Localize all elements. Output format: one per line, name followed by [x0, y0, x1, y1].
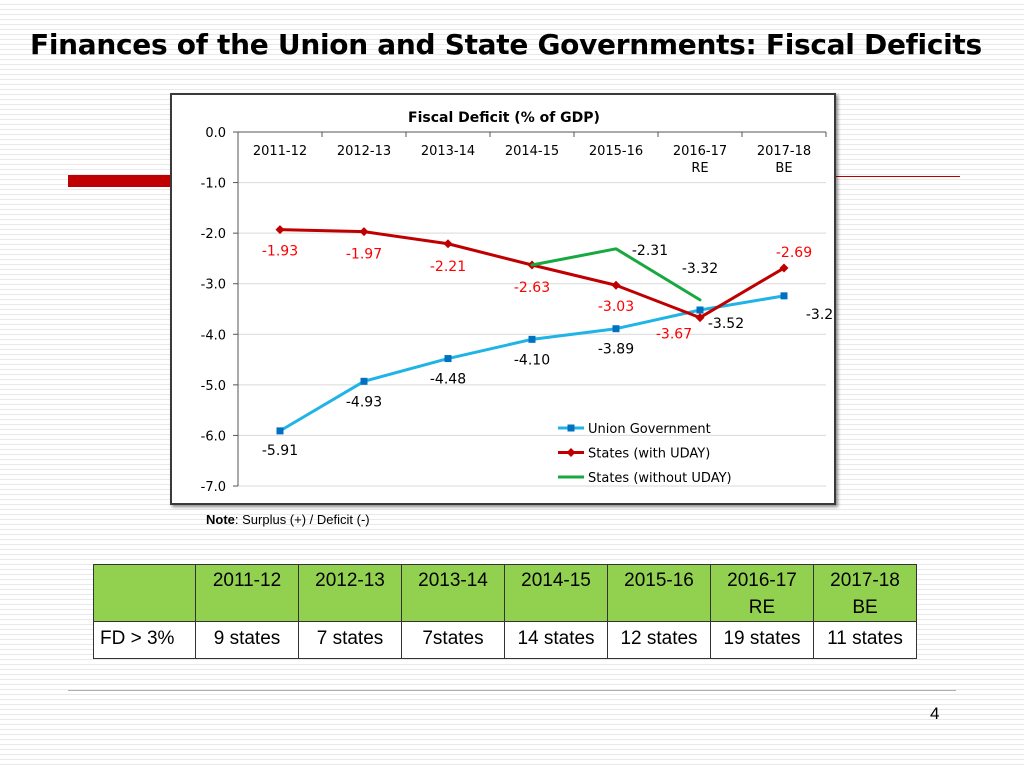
- data-label: -4.10: [514, 352, 550, 368]
- union-point: [360, 377, 368, 385]
- x-tick-label: 2012-13: [337, 144, 391, 159]
- table-header-year: 2015-16: [607, 564, 711, 622]
- x-tick-label: 2017-18: [757, 144, 811, 159]
- union-point: [612, 325, 620, 333]
- table-header-row: 2011-12 2012-13 2013-14 2014-15 2015-16 2016-…: [93, 564, 917, 622]
- union-point: [276, 427, 284, 435]
- x-tick-label: BE: [775, 161, 792, 176]
- x-tick-label: 2016-17: [673, 144, 727, 159]
- note-label: Note: [206, 512, 235, 527]
- data-label: -4.48: [430, 372, 466, 388]
- table-header-year: 2012-13: [298, 564, 402, 622]
- table-header-year: 2017-18 BE: [813, 564, 917, 622]
- y-tick-label: -5.0: [201, 379, 226, 394]
- data-label: -3.03: [598, 299, 634, 315]
- legend-label: States (without UDAY): [588, 471, 732, 486]
- legend-marker: [567, 424, 575, 432]
- y-tick-label: -1.0: [201, 177, 226, 192]
- data-label: -1.93: [262, 244, 298, 260]
- uday-point: [443, 239, 453, 249]
- chart-canvas: Fiscal Deficit (% of GDP) 0.0 -1.0 -2.0 -3.…: [201, 110, 834, 495]
- row-label: FD > 3%: [93, 621, 196, 659]
- x-tick-label: 2014-15: [505, 144, 559, 159]
- table-cell: 12 states: [607, 621, 711, 659]
- union-point: [780, 292, 788, 300]
- title-accent-line: [836, 176, 960, 177]
- table-cell: 7 states: [298, 621, 402, 659]
- data-labels: -5.91 -4.93 -4.48 -4.10 -3.89 -3.52 -3.24 -1.93…: [262, 243, 834, 459]
- table-header-blank: [93, 564, 196, 622]
- chart-axes: 0.0 -1.0 -2.0 -3.0 -4.0 -5.0 -6.0 -7.0 2011-12 20…: [201, 126, 827, 495]
- union-point: [696, 306, 704, 314]
- legend-label: Union Government: [588, 422, 711, 437]
- y-tick-label: -4.0: [201, 328, 226, 343]
- union-point: [528, 335, 536, 343]
- data-label: -3.67: [656, 327, 692, 343]
- table-header-year: 2011-12: [195, 564, 299, 622]
- table-header-year: 2016-17 RE: [710, 564, 814, 622]
- data-label: -3.89: [598, 342, 634, 358]
- table-cell: 14 states: [504, 621, 608, 659]
- slide-title: Finances of the Union and State Governme…: [30, 28, 982, 61]
- footer-divider: [68, 690, 956, 691]
- table-cell: 9 states: [195, 621, 299, 659]
- uday-point: [611, 280, 621, 290]
- table-header-year: 2013-14: [401, 564, 505, 622]
- series-line-3: [530, 247, 702, 302]
- chart-note: Note: Surplus (+) / Deficit (-): [206, 512, 370, 527]
- fiscal-deficit-chart: Fiscal Deficit (% of GDP) 0.0 -1.0 -2.0 -3.…: [170, 93, 836, 505]
- data-label: -2.21: [430, 259, 466, 275]
- table-cell: 7states: [401, 621, 505, 659]
- chart-legend: Union Government States (with UDAY) States…: [558, 422, 732, 486]
- table-cell: 11 states: [813, 621, 917, 659]
- x-tick-label: 2013-14: [421, 144, 475, 159]
- table-row: FD > 3% 9 states 7 states 7states 14 states 1…: [93, 621, 917, 659]
- title-accent-bar: [68, 175, 178, 187]
- y-tick-label: -2.0: [201, 227, 226, 242]
- series-lines: [275, 225, 789, 435]
- note-text: : Surplus (+) / Deficit (-): [234, 512, 370, 527]
- legend-marker: [566, 448, 576, 457]
- x-tick-label: RE: [691, 161, 708, 176]
- table-body: FD > 3% 9 states 7 states 7states 14 states 1…: [93, 621, 917, 659]
- data-label: -5.91: [262, 443, 298, 459]
- page-number: 4: [930, 704, 940, 723]
- grid-lines: [238, 182, 826, 487]
- data-label: -1.97: [346, 247, 382, 263]
- uday-point: [275, 225, 285, 235]
- table-header-year: 2014-15: [504, 564, 608, 622]
- y-tick-label: 0.0: [205, 126, 226, 141]
- uday-point: [359, 227, 369, 237]
- x-tick-label: 2015-16: [589, 144, 643, 159]
- uday-point: [695, 313, 705, 323]
- data-label: -4.93: [346, 394, 382, 410]
- uday-point: [779, 263, 789, 273]
- data-label: -2.69: [776, 245, 812, 261]
- x-tick-label: 2011-12: [253, 144, 307, 159]
- table-cell: 19 states: [710, 621, 814, 659]
- data-label: -3.52: [708, 316, 744, 332]
- union-point: [444, 355, 452, 363]
- y-tick-label: -6.0: [201, 429, 226, 444]
- data-label: -2.31: [632, 243, 668, 259]
- fd-states-table: 2011-12 2012-13 2013-14 2014-15 2015-16 2016-…: [93, 564, 917, 659]
- y-tick-label: -7.0: [201, 480, 226, 495]
- data-label: -3.24: [806, 307, 834, 323]
- legend-label: States (with UDAY): [588, 447, 710, 462]
- chart-title: Fiscal Deficit (% of GDP): [408, 110, 600, 126]
- data-label: -3.32: [682, 261, 718, 277]
- y-tick-label: -3.0: [201, 278, 226, 293]
- data-label: -2.63: [514, 280, 550, 296]
